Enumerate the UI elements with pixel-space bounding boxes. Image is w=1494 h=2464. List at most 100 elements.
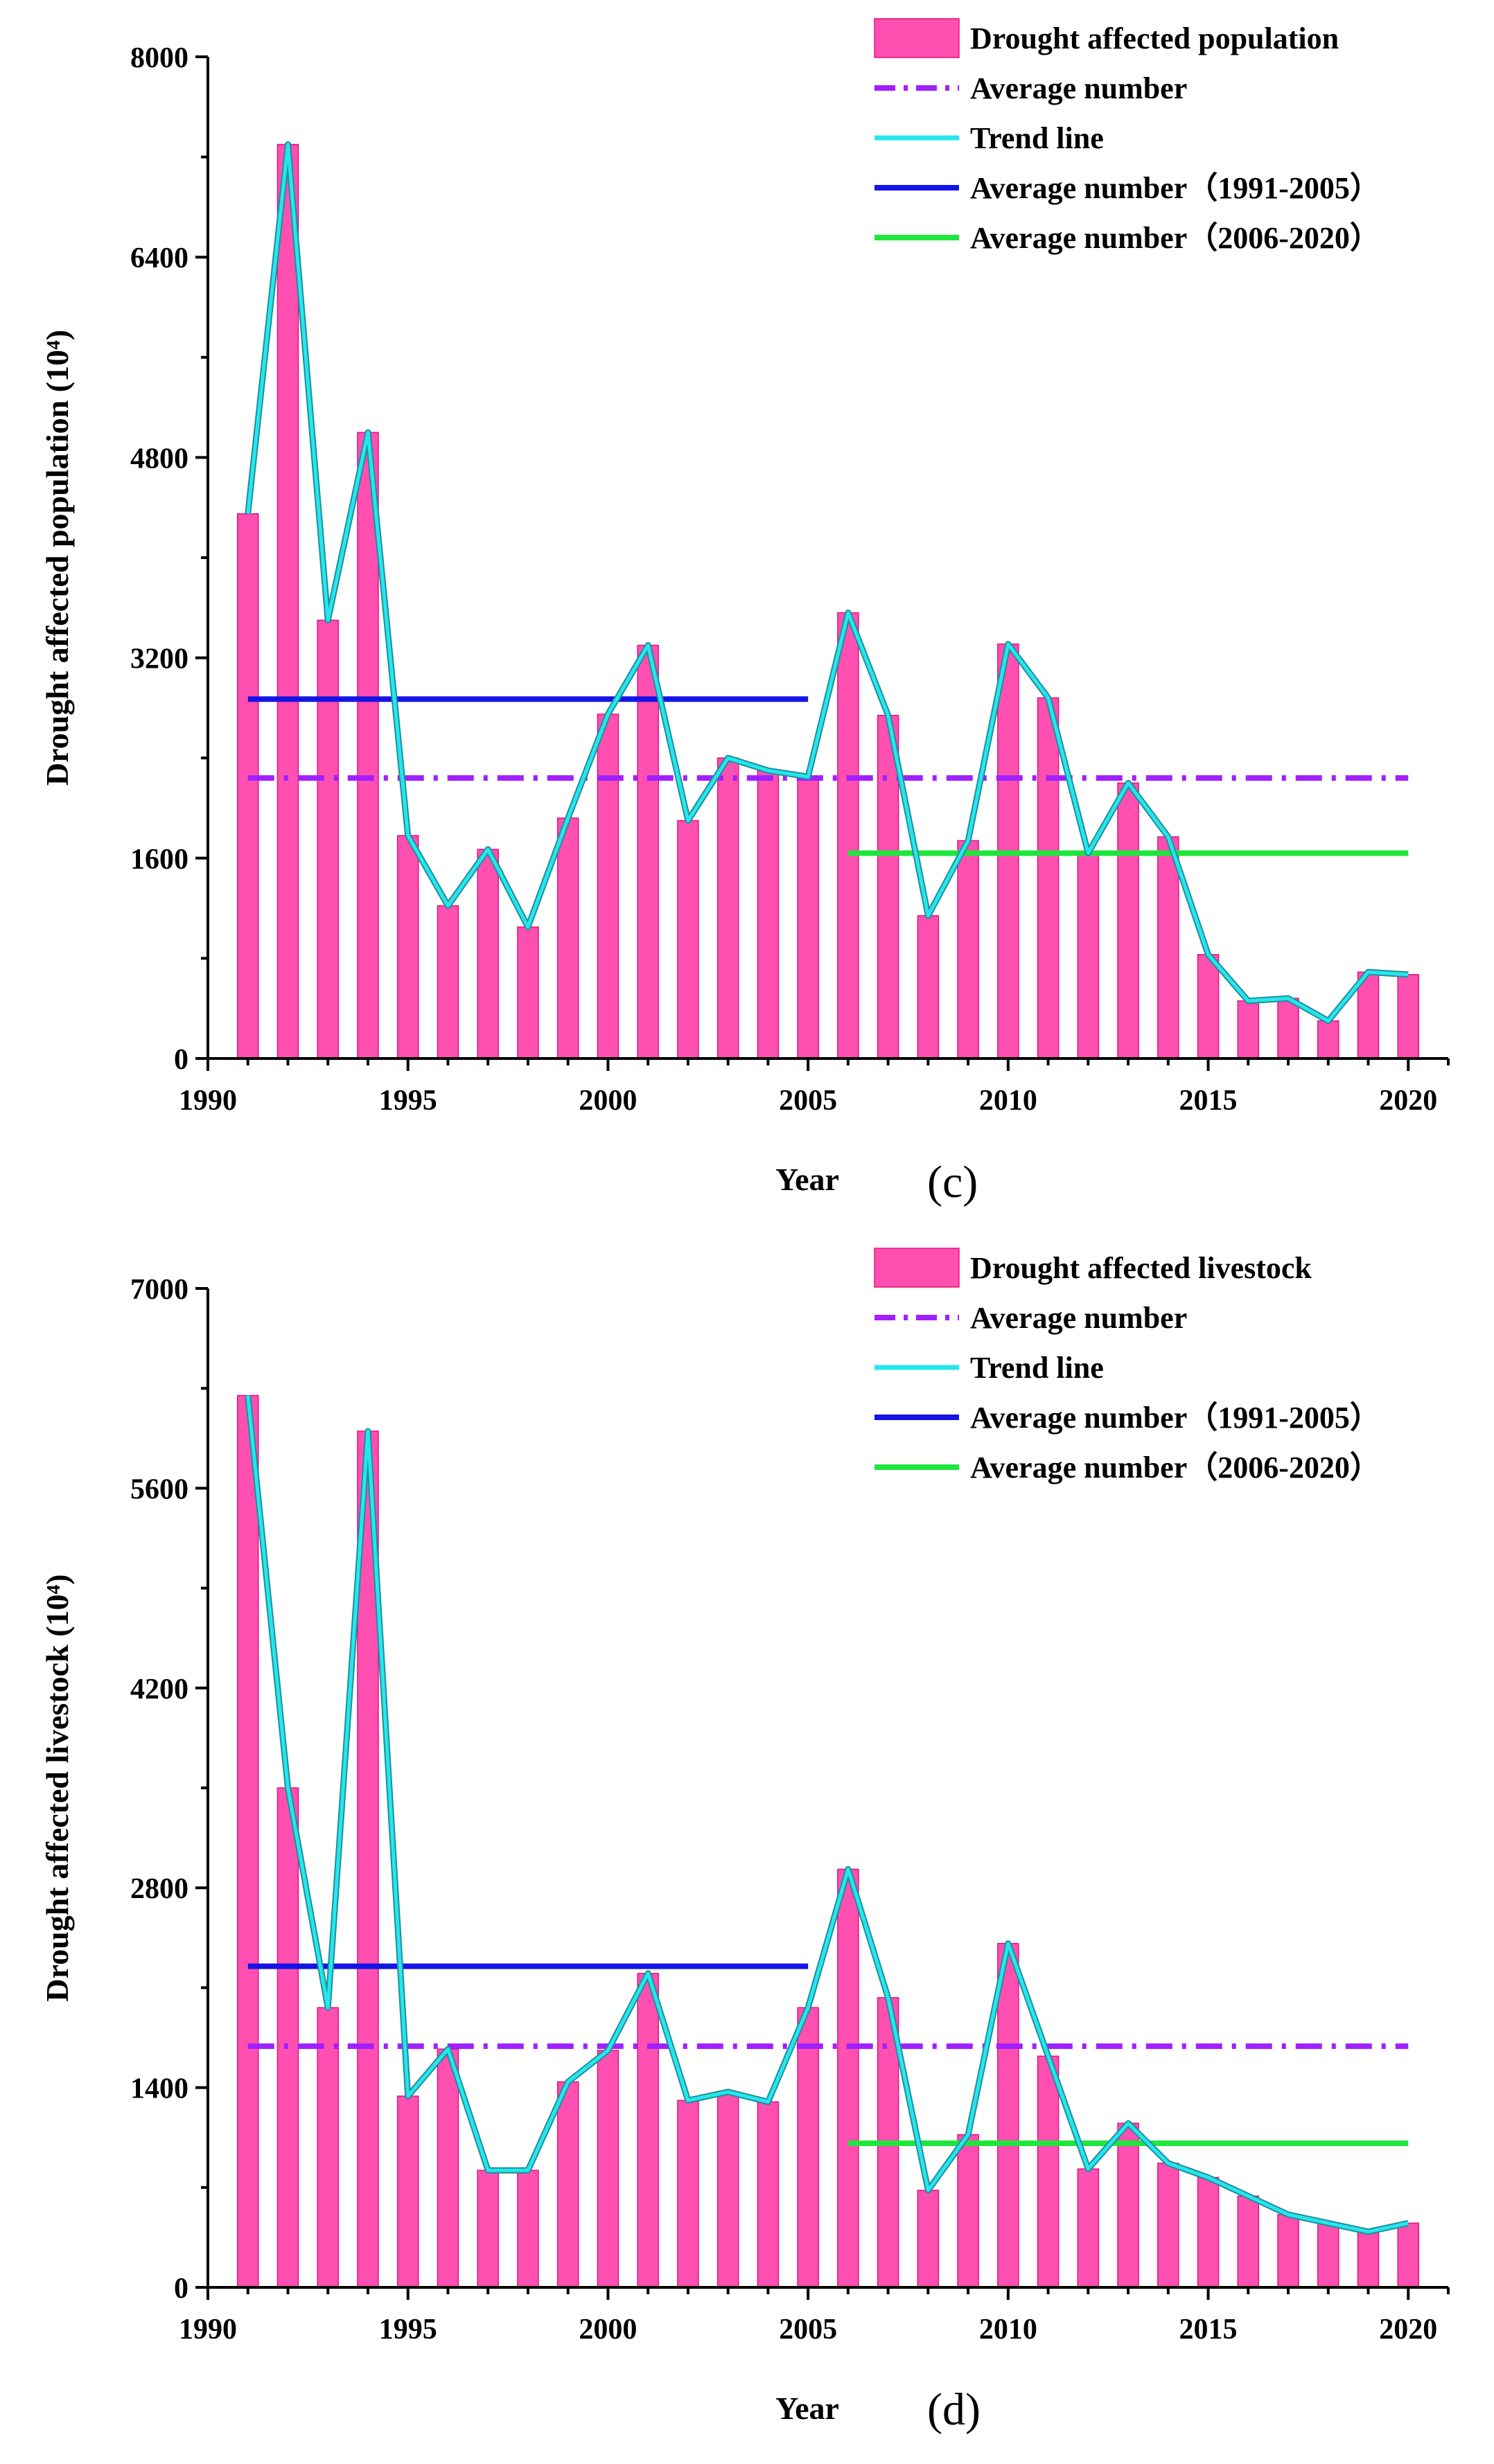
legend-label: Drought affected livestock [970,1251,1312,1285]
x-tick-label: 2015 [1179,2314,1238,2346]
x-axis-title: Year [775,2391,839,2426]
legend-label: Average number（1991-2005） [970,1401,1380,1435]
x-tick-label: 2010 [979,1085,1037,1117]
y-tick-label: 3200 [130,644,188,675]
bar-1991 [236,513,259,1059]
bar-1995 [396,835,419,1059]
bar-2002 [677,819,699,1059]
x-tick-label: 1990 [179,2314,237,2346]
bar-2012 [1077,852,1100,1059]
x-tick-label: 2000 [579,2314,637,2346]
bar-1994 [357,432,379,1059]
legend-label: Average number [970,71,1187,105]
bar-2001 [637,1973,659,2288]
bar-2003 [717,757,739,1059]
y-axis-title-main: Drought affected population [39,392,75,786]
trend-line [246,143,1409,1023]
bar-2007 [877,714,899,1059]
legend-label: Trend line [970,121,1104,155]
bar-2005 [797,2007,819,2288]
legend-label: Average number（1991-2005） [970,171,1380,205]
bar-2004 [757,770,780,1059]
y-tick-label: 4200 [130,1674,188,1705]
bar-2013 [1117,782,1139,1059]
bar-2011 [1037,697,1060,1059]
chart-panel-d: 0 1400 2800 4200 5600 7000 1990 1995 2000 2005 201… [39,1248,1450,2435]
bar-2005 [797,776,819,1059]
x-tick-label: 2020 [1379,2314,1437,2346]
y-tick-label: 1600 [130,844,188,876]
panel-label: (c) [927,1157,978,1207]
y-tick-label: 5600 [130,1473,188,1505]
legend-swatch-bar [874,18,960,58]
bar-1992 [276,1787,299,2288]
bar-2015 [1197,2177,1220,2288]
bar-1997 [477,2170,499,2288]
bar-1998 [517,2170,539,2288]
bar-2019 [1357,971,1380,1059]
bar-2013 [1117,2122,1139,2288]
bar-2001 [637,644,659,1059]
y-tick-label: 1400 [130,2073,188,2105]
bar-2010 [997,1942,1019,2288]
y-tick-label: 0 [174,1044,188,1076]
legend-label: Average number（2006-2020） [970,1451,1380,1484]
legend-label: Average number（2006-2020） [970,221,1380,255]
bar-2000 [597,2050,619,2288]
bar-2017 [1277,2214,1299,2288]
bar-2014 [1157,2163,1179,2288]
y-axis-title: Drought affected population (10⁴) [39,330,75,786]
x-tick-label: 2005 [779,1085,837,1117]
y-tick-label: 6400 [130,242,188,274]
bar-1999 [556,817,579,1059]
bar-2002 [677,2100,699,2288]
bar-1996 [437,2048,459,2288]
y-tick-label: 4800 [130,443,188,475]
x-tick-label: 2005 [779,2314,837,2346]
bar-2008 [917,915,940,1059]
bar-2018 [1317,2222,1339,2288]
bar-2016 [1237,1000,1260,1059]
y-axis-title-main: Drought affected livestock [39,1637,75,2002]
y-tick-label: 8000 [130,42,188,74]
bar-1995 [396,2095,419,2288]
bar-2004 [757,2101,780,2288]
bar-1993 [317,2007,339,2288]
legend-label: Trend line [970,1351,1104,1385]
chart-panel-c: 0 1600 3200 4800 6400 8000 1990 1995 2000 2005 201… [39,18,1450,1207]
bar-2016 [1237,2195,1260,2288]
legend-label: Average number [970,1301,1187,1335]
y-axis-title-unit: (10⁴) [39,1574,75,1636]
bar-2009 [957,2134,979,2288]
legend: Drought affected population Average numbe… [874,18,1380,255]
legend-label: Drought affected population [970,21,1339,55]
y-tick-label: 7000 [130,1274,188,1306]
trend-line [246,1395,1409,2234]
x-tick-label: 1995 [379,1085,437,1117]
legend-swatch-bar [874,1248,960,1288]
bar-1991 [236,1394,259,2288]
bar-2003 [717,2091,739,2288]
bar-1999 [556,2081,579,2288]
trend-line-outline [245,141,1409,1025]
legend: Drought affected livestock Average number… [874,1248,1380,1484]
panel-label: (d) [927,2384,981,2435]
bar-2006 [837,1868,859,2288]
bar-2020 [1397,2222,1420,2288]
x-tick-label: 1995 [379,2314,437,2346]
bar-1997 [477,849,499,1059]
bar-2006 [837,612,859,1059]
bar-2018 [1317,1020,1339,1059]
y-axis-title-unit: (10⁴) [39,330,75,392]
x-tick-label: 1990 [179,1085,237,1117]
bar-2011 [1037,2055,1060,2288]
bar-2020 [1397,974,1420,1059]
bar-2019 [1357,2231,1380,2288]
x-tick-label: 2020 [1379,1085,1437,1117]
y-tick-label: 2800 [130,1873,188,1905]
bar-2009 [957,840,979,1059]
bar-2008 [917,2190,940,2288]
bar-2012 [1077,2168,1100,2288]
bar-2015 [1197,954,1220,1059]
